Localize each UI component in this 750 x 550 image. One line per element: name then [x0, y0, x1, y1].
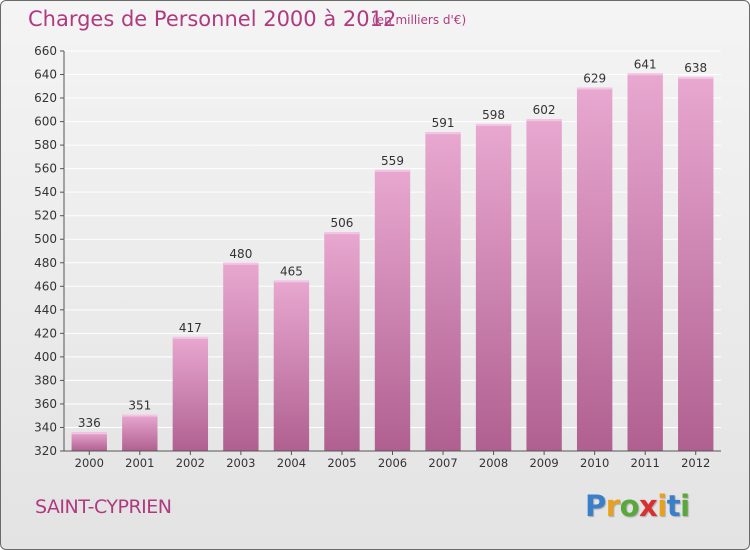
- data-label-2004: 465: [280, 264, 303, 278]
- bar-top-edge: [425, 132, 461, 135]
- bar-2005: [324, 232, 360, 451]
- data-label-2001: 351: [128, 399, 151, 413]
- logo-letter: i: [680, 489, 690, 523]
- bar-2002: [172, 336, 209, 451]
- bar-2012: [678, 76, 714, 451]
- logo-letter: i: [657, 489, 667, 523]
- bar-top-edge: [678, 76, 714, 79]
- y-tick-label: 500: [34, 232, 57, 246]
- y-tick-label: 400: [34, 350, 57, 364]
- commune-name: SAINT-CYPRIEN: [35, 496, 172, 518]
- data-label-2011: 641: [634, 57, 657, 71]
- x-tick-label-2008: 2008: [479, 456, 508, 470]
- data-labels: 336 351 417 480 465 506 559 591 598 602 629 641 638: [78, 57, 707, 430]
- y-tick-label: 560: [34, 162, 57, 176]
- bar-2000: [71, 432, 107, 451]
- y-tick-label: 320: [34, 444, 57, 458]
- y-tick-label: 360: [34, 397, 57, 411]
- x-tick-label-2003: 2003: [226, 456, 255, 470]
- y-tick-label: 540: [34, 185, 57, 199]
- x-tick-label-2012: 2012: [681, 456, 710, 470]
- x-tick-label-2005: 2005: [327, 456, 356, 470]
- data-label-2003: 480: [229, 247, 252, 261]
- bar-2009: [526, 119, 562, 451]
- data-label-2002: 417: [179, 321, 202, 335]
- bar-2007: [425, 132, 461, 452]
- data-label-2012: 638: [684, 61, 707, 75]
- y-tick-label: 440: [34, 303, 57, 317]
- bar-top-edge: [172, 336, 209, 339]
- bars: [71, 73, 714, 452]
- y-tick-label: 460: [34, 279, 57, 293]
- data-label-2006: 559: [381, 154, 404, 168]
- data-label-2007: 591: [432, 116, 455, 130]
- x-tick-label-2011: 2011: [631, 456, 660, 470]
- logo-letter: r: [605, 489, 620, 523]
- y-tick-label: 340: [34, 420, 57, 434]
- y-tick-label: 520: [34, 209, 57, 223]
- bar-top-edge: [627, 73, 663, 76]
- y-tick-label: 380: [34, 373, 57, 387]
- y-tick-label: 640: [34, 68, 57, 82]
- logo-letter: P: [585, 489, 606, 523]
- x-tick-label-2010: 2010: [580, 456, 609, 470]
- bar-2004: [273, 280, 310, 451]
- x-tick-label-2009: 2009: [529, 456, 558, 470]
- data-label-2010: 629: [583, 71, 606, 85]
- y-axis-ticks: 320 340 360 380 400 420 440 460 480 500 520 540 560 5…: [34, 44, 65, 458]
- data-label-2005: 506: [331, 216, 354, 230]
- proxiti-logo: Proxiti: [585, 489, 690, 523]
- data-label-2000: 336: [78, 416, 101, 430]
- bar-top-edge: [223, 262, 259, 265]
- y-tick-label: 480: [34, 256, 57, 270]
- y-tick-label: 420: [34, 326, 57, 340]
- x-tick-label-2004: 2004: [277, 456, 306, 470]
- bar-top-edge: [324, 232, 360, 235]
- data-label-2009: 602: [533, 103, 556, 117]
- bar-top-edge: [374, 169, 411, 172]
- x-tick-label-2001: 2001: [125, 456, 154, 470]
- logo-letter: x: [639, 489, 658, 523]
- bar-top-edge: [475, 123, 512, 126]
- logo-letter: t: [666, 489, 681, 523]
- bar-2006: [374, 169, 411, 451]
- x-tick-label-2000: 2000: [75, 456, 104, 470]
- y-tick-label: 660: [34, 44, 57, 58]
- y-tick-label: 600: [34, 115, 57, 129]
- x-tick-label-2006: 2006: [378, 456, 407, 470]
- x-axis-ticks: 2000 2001 2002 2003 2004 2005 2006 2007 2008 2009…: [64, 450, 721, 470]
- bar-2003: [223, 262, 259, 451]
- bar-2001: [122, 414, 158, 451]
- x-tick-label-2007: 2007: [428, 456, 457, 470]
- data-label-2008: 598: [482, 108, 505, 122]
- y-tick-label: 580: [34, 138, 57, 152]
- bar-2010: [576, 87, 613, 452]
- bar-top-edge: [122, 414, 158, 417]
- bar-2011: [627, 73, 663, 452]
- bar-top-edge: [526, 119, 562, 122]
- chart-title: Charges de Personnel 2000 à 2012: [28, 7, 397, 31]
- y-tick-label: 620: [34, 91, 57, 105]
- logo-letter: o: [619, 489, 640, 523]
- bar-2008: [475, 123, 512, 452]
- bar-top-edge: [576, 87, 613, 90]
- bar-top-edge: [71, 432, 107, 435]
- bar-top-edge: [273, 280, 310, 283]
- x-tick-label-2002: 2002: [176, 456, 205, 470]
- chart-subtitle: (en milliers d'€): [372, 13, 467, 27]
